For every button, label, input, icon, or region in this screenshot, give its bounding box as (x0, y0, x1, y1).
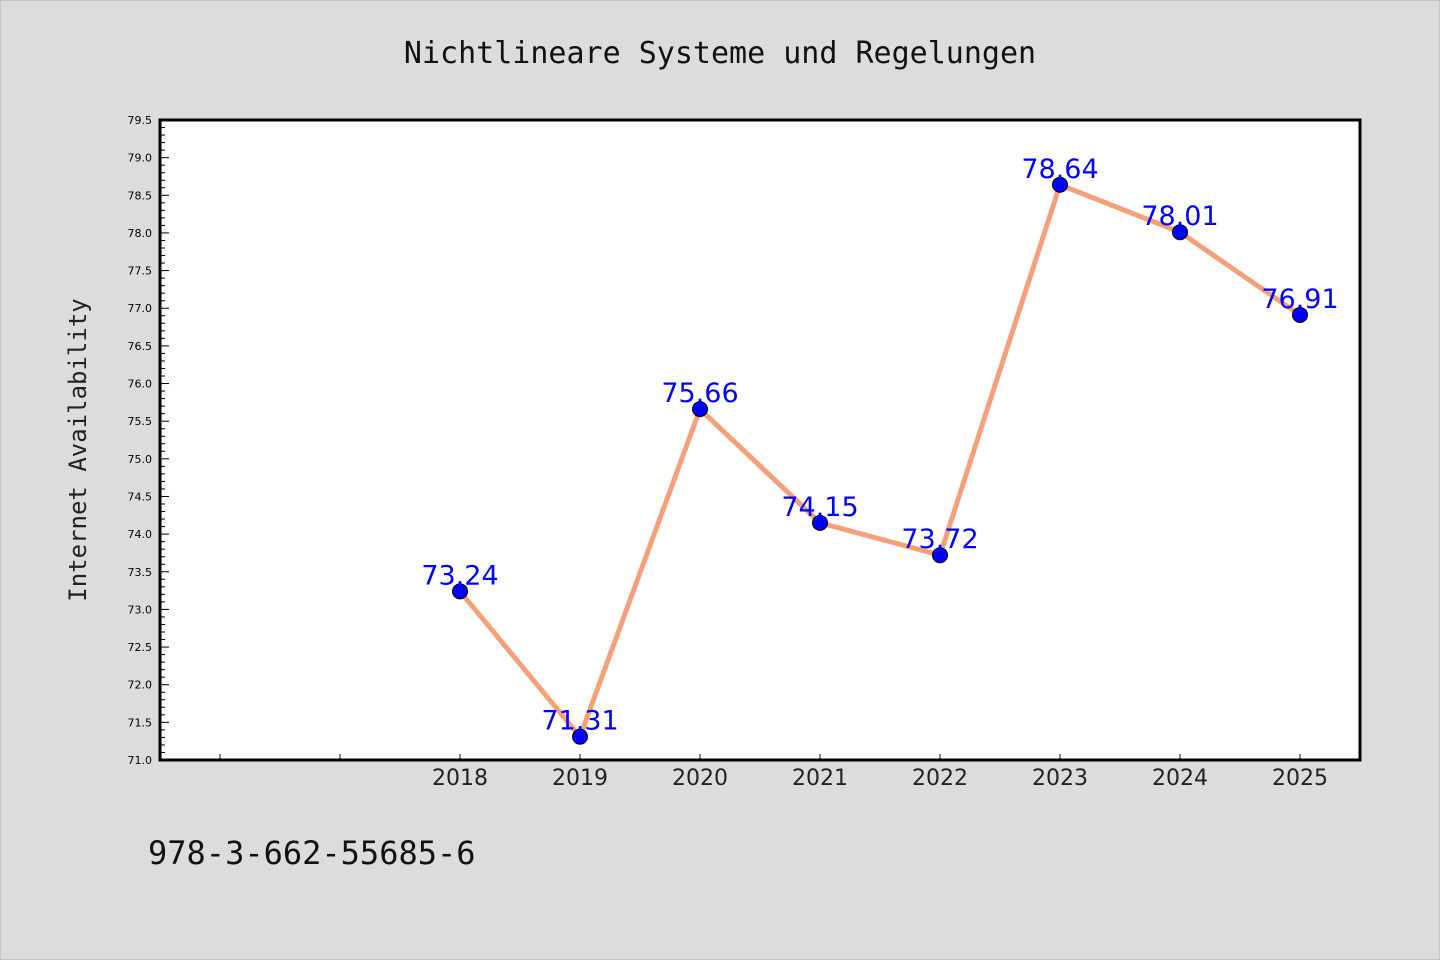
data-label: 76.91 (1261, 284, 1338, 315)
data-labels-layer: 73.24 71.31 75.66 74.15 73.72 78.64 78.01 76.91 (421, 154, 1338, 737)
y-tick-label: 71.0 (128, 754, 153, 767)
chart-title: Nichtlineare Systeme und Regelungen (404, 36, 1036, 71)
x-tick-label: 2025 (1272, 766, 1328, 791)
y-tick-label: 72.5 (128, 641, 153, 654)
x-tick-label: 2018 (432, 766, 488, 791)
x-axis: 2018 2019 2020 2021 2022 2023 2024 2025 (219, 754, 1328, 791)
x-tick-label: 2024 (1152, 766, 1208, 791)
data-point (1292, 307, 1308, 324)
y-tick-label: 77.0 (128, 302, 153, 315)
data-label: 78.01 (1141, 201, 1218, 232)
y-tick-label: 74.5 (128, 490, 153, 503)
y-tick-label: 79.5 (128, 114, 153, 127)
x-tick-label: 2020 (672, 766, 728, 791)
data-point (812, 514, 828, 531)
y-tick-label: 71.5 (128, 716, 153, 729)
plot-frame (158, 118, 1362, 762)
y-tick-label: 72.0 (128, 679, 153, 692)
data-point (452, 583, 468, 600)
y-tick-label: 75.5 (128, 415, 153, 428)
data-point (1052, 176, 1068, 193)
data-label: 73.24 (421, 560, 498, 591)
y-tick-label: 73.5 (128, 566, 153, 579)
data-point (692, 401, 708, 418)
data-label: 75.66 (661, 378, 738, 409)
y-tick-label: 76.5 (128, 340, 153, 353)
data-label: 74.15 (781, 492, 858, 523)
data-point (1172, 224, 1188, 241)
series-layer (452, 176, 1308, 745)
y-tick-label: 76.0 (128, 378, 153, 391)
y-axis: 71.0 71.5 72.0 72.5 73.0 73.5 74.0 74.5 75.0 75.5… (128, 114, 169, 767)
x-tick-label: 2022 (912, 766, 968, 791)
x-tick-label: 2021 (792, 766, 848, 791)
y-tick-label: 78.5 (128, 189, 153, 202)
y-tick-label: 74.0 (128, 528, 153, 541)
y-tick-label: 75.0 (128, 453, 153, 466)
data-point (932, 547, 948, 564)
y-tick-label: 79.0 (128, 152, 153, 165)
y-tick-label: 78.0 (128, 227, 153, 240)
x-tick-label: 2023 (1032, 766, 1088, 791)
data-label: 73.72 (901, 524, 978, 555)
y-axis-label: Internet Availability (64, 298, 92, 601)
y-tick-label: 77.5 (128, 265, 153, 278)
x-tick-label: 2019 (552, 766, 608, 791)
data-label: 71.31 (541, 706, 618, 737)
data-label: 78.64 (1021, 154, 1098, 185)
footer-isbn: 978-3-662-55685-6 (148, 834, 476, 872)
data-point (572, 728, 588, 745)
y-tick-label: 73.0 (128, 603, 153, 616)
series-line (457, 182, 1303, 740)
